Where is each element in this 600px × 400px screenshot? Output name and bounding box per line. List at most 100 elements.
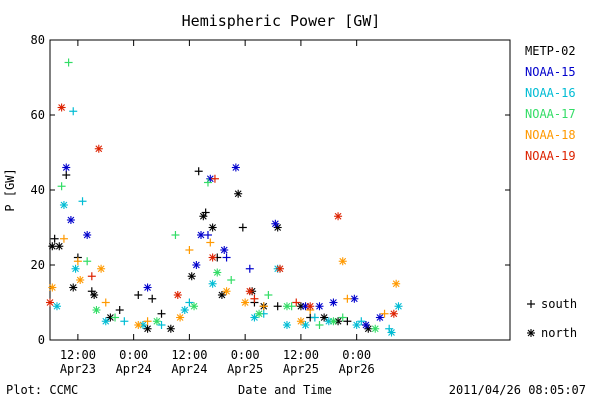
south-marker — [111, 313, 120, 322]
footer-plot-source: Plot: CCMC — [6, 383, 78, 397]
south-marker — [50, 234, 59, 243]
legend: METP-02 NOAA-15 NOAA-16 NOAA-17 NOAA-18 NOAA-… — [525, 44, 576, 163]
north-marker — [143, 324, 152, 333]
south-marker — [250, 294, 259, 303]
south-marker — [310, 313, 319, 322]
north-marker — [334, 212, 343, 221]
north-marker — [271, 219, 280, 228]
north-marker — [350, 294, 359, 303]
north-marker — [371, 324, 380, 333]
north-marker — [301, 321, 310, 329]
legend-entry: NOAA-16 — [525, 86, 576, 100]
series-metp-02 — [48, 167, 373, 333]
south-marker — [57, 182, 66, 191]
y-axis-label: P [GW] — [3, 168, 17, 211]
south-marker — [73, 257, 82, 266]
south-marker — [227, 276, 236, 284]
legend-entry: NOAA-19 — [525, 149, 576, 163]
north-marker — [241, 298, 250, 307]
north-marker — [361, 321, 370, 329]
north-marker — [527, 329, 535, 337]
x-tick-label-date: Apr24 — [116, 362, 152, 376]
series-noaa-17 — [57, 58, 380, 333]
north-marker — [66, 216, 75, 224]
south-marker — [315, 321, 324, 329]
x-tick-label-time: 12:00 — [171, 348, 207, 362]
north-marker — [231, 163, 240, 172]
south-marker — [171, 231, 180, 239]
north-marker — [213, 268, 222, 277]
south-marker — [134, 291, 143, 299]
legend-entry: NOAA-18 — [525, 128, 576, 142]
north-marker — [338, 257, 347, 266]
north-marker — [97, 264, 106, 273]
south-marker — [273, 302, 282, 311]
north-marker — [222, 287, 231, 296]
north-marker — [101, 317, 110, 326]
north-marker — [208, 279, 217, 288]
y-tick-label: 0 — [38, 333, 45, 347]
south-marker — [78, 197, 87, 206]
x-tick-label-date: Apr25 — [227, 362, 263, 376]
south-marker — [203, 231, 212, 239]
south-marker — [357, 317, 366, 326]
south-marker — [292, 298, 301, 307]
north-marker — [208, 223, 217, 232]
north-marker — [190, 302, 199, 311]
north-marker — [296, 317, 305, 326]
south-marker — [380, 309, 389, 318]
x-tick-label-time: 0:00 — [342, 348, 371, 362]
x-tick-label-time: 0:00 — [119, 348, 148, 362]
north-marker — [71, 264, 80, 273]
north-marker — [52, 302, 61, 311]
north-marker — [192, 261, 201, 269]
south-marker — [143, 317, 152, 326]
north-marker — [143, 283, 152, 292]
y-axis: 0 20 40 60 80 — [31, 33, 510, 347]
south-marker — [83, 257, 92, 266]
south-marker — [238, 223, 247, 232]
north-marker — [166, 324, 175, 333]
north-marker — [173, 291, 182, 299]
north-marker — [208, 253, 217, 262]
north-marker — [320, 313, 329, 322]
x-tick-label-time: 0:00 — [231, 348, 260, 362]
north-marker — [57, 103, 66, 112]
south-marker — [245, 264, 254, 273]
north-marker — [276, 264, 284, 273]
north-marker — [180, 306, 189, 314]
y-tick-label: 60 — [31, 108, 45, 122]
north-marker — [48, 283, 57, 292]
x-tick-label-date: Apr23 — [60, 362, 96, 376]
north-marker — [329, 298, 338, 307]
y-tick-label: 40 — [31, 183, 45, 197]
north-marker — [306, 302, 315, 311]
north-marker — [389, 309, 398, 318]
y-tick-label: 80 — [31, 33, 45, 47]
marker-legend: south north — [527, 297, 577, 340]
north-marker — [234, 189, 243, 198]
legend-entry: NOAA-17 — [525, 107, 576, 121]
north-marker — [394, 302, 403, 311]
north-marker — [329, 317, 338, 326]
chart-title: Hemispheric Power [GW] — [182, 12, 381, 30]
north-marker — [46, 298, 54, 307]
south-marker — [185, 298, 194, 307]
south-marker — [87, 272, 96, 281]
south-marker — [203, 178, 212, 187]
south-marker — [62, 171, 71, 179]
north-marker — [282, 321, 291, 329]
plot-frame — [49, 39, 511, 341]
legend-entry: METP-02 — [525, 44, 576, 58]
south-marker — [69, 107, 78, 116]
north-marker — [282, 302, 291, 311]
marker-legend-label: north — [541, 326, 577, 340]
marker-legend-label: south — [541, 297, 577, 311]
series-noaa-15 — [62, 163, 384, 329]
x-tick-label-time: 12:00 — [60, 348, 96, 362]
legend-entry: NOAA-15 — [525, 65, 576, 79]
south-marker — [101, 298, 110, 307]
north-marker — [217, 291, 226, 299]
south-marker — [148, 294, 157, 303]
